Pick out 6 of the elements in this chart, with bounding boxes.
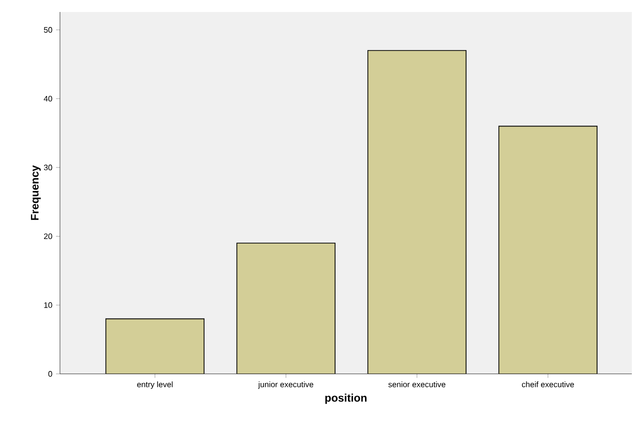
bar xyxy=(498,126,598,374)
bar xyxy=(367,50,466,374)
bar xyxy=(236,242,336,374)
y-axis-title: Frequency xyxy=(30,165,41,220)
bar xyxy=(105,318,204,374)
x-axis-title: position xyxy=(325,394,367,404)
